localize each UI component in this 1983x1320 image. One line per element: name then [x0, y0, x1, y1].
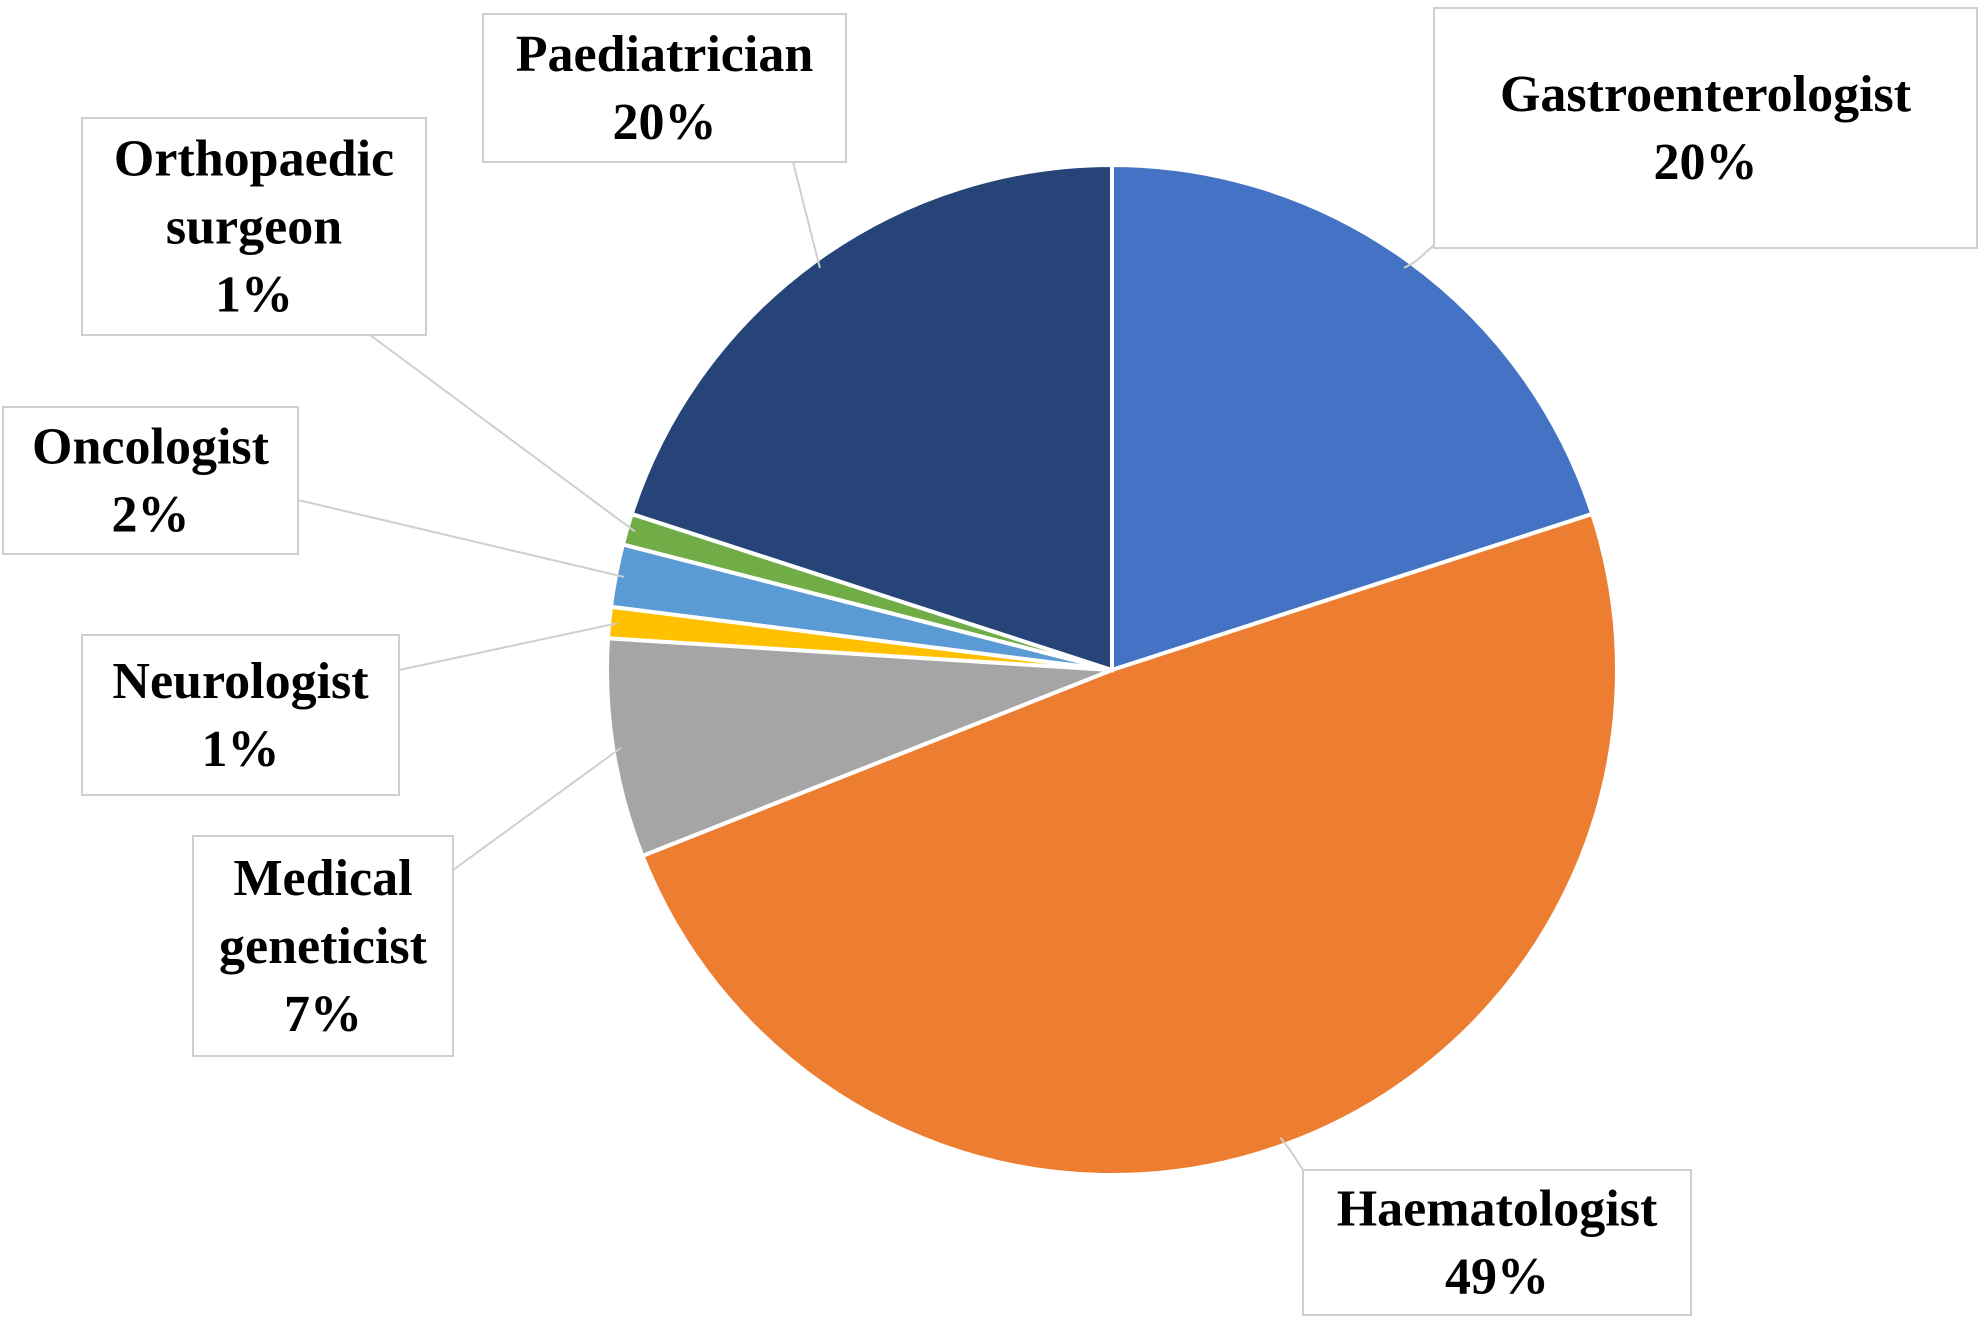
leader-line	[452, 746, 622, 871]
callout-box	[482, 13, 847, 163]
leader-line	[398, 622, 618, 671]
callout-box	[1433, 7, 1978, 249]
callout-box	[81, 117, 427, 336]
data-label-category: Neurologist	[112, 653, 369, 710]
data-label-callout: Oncologist 2%	[2, 406, 299, 555]
data-label-value: 20%	[1654, 134, 1758, 191]
data-label-callout: Orthopaedic surgeon 1%	[81, 117, 427, 336]
data-label-category: Orthopaedic	[114, 131, 394, 188]
leader-line	[297, 499, 625, 578]
callout-box	[81, 634, 400, 796]
data-label-category: Haematologist	[1337, 1181, 1658, 1238]
callout-box	[2, 406, 299, 555]
leader-line	[792, 161, 821, 269]
leader-line	[367, 334, 636, 533]
data-label-callout: Haematologist 49%	[1302, 1169, 1692, 1316]
leader-line	[1279, 1137, 1304, 1171]
callout-box	[192, 835, 454, 1057]
data-label-category: Gastroenterologist	[1500, 66, 1912, 123]
data-label-category: Medical	[233, 850, 412, 907]
pie-slice-paediatrician	[629, 162, 1114, 673]
data-label-category: Oncologist	[32, 419, 270, 476]
data-label-value: 49%	[1445, 1249, 1549, 1306]
data-label-value: 2%	[112, 487, 190, 544]
pie-slice-haematologist	[639, 511, 1619, 1177]
data-label-category: geneticist	[219, 918, 428, 975]
data-label-callout: Paediatrician 20%	[482, 13, 847, 163]
data-label-callout: Neurologist 1%	[81, 634, 400, 796]
data-label-callout: Medical geneticist 7%	[192, 835, 454, 1057]
pie-slices	[605, 162, 1619, 1177]
data-label-value: 20%	[613, 94, 717, 151]
data-label-value: 1%	[215, 267, 293, 324]
data-label-value: 7%	[284, 986, 362, 1043]
pie-slice-medical-geneticist	[605, 636, 1113, 859]
pie-slice-gastroenterologist	[1110, 162, 1595, 673]
data-labels: Gastroenterologist 20% Haematologist 49% Med…	[2, 7, 1978, 1316]
data-label-category: surgeon	[166, 199, 342, 256]
leader-line	[1403, 244, 1435, 269]
data-label-callout: Gastroenterologist 20%	[1433, 7, 1978, 249]
callout-box	[1302, 1169, 1692, 1316]
data-label-value: 1%	[202, 721, 280, 778]
data-label-category: Paediatrician	[516, 26, 814, 83]
